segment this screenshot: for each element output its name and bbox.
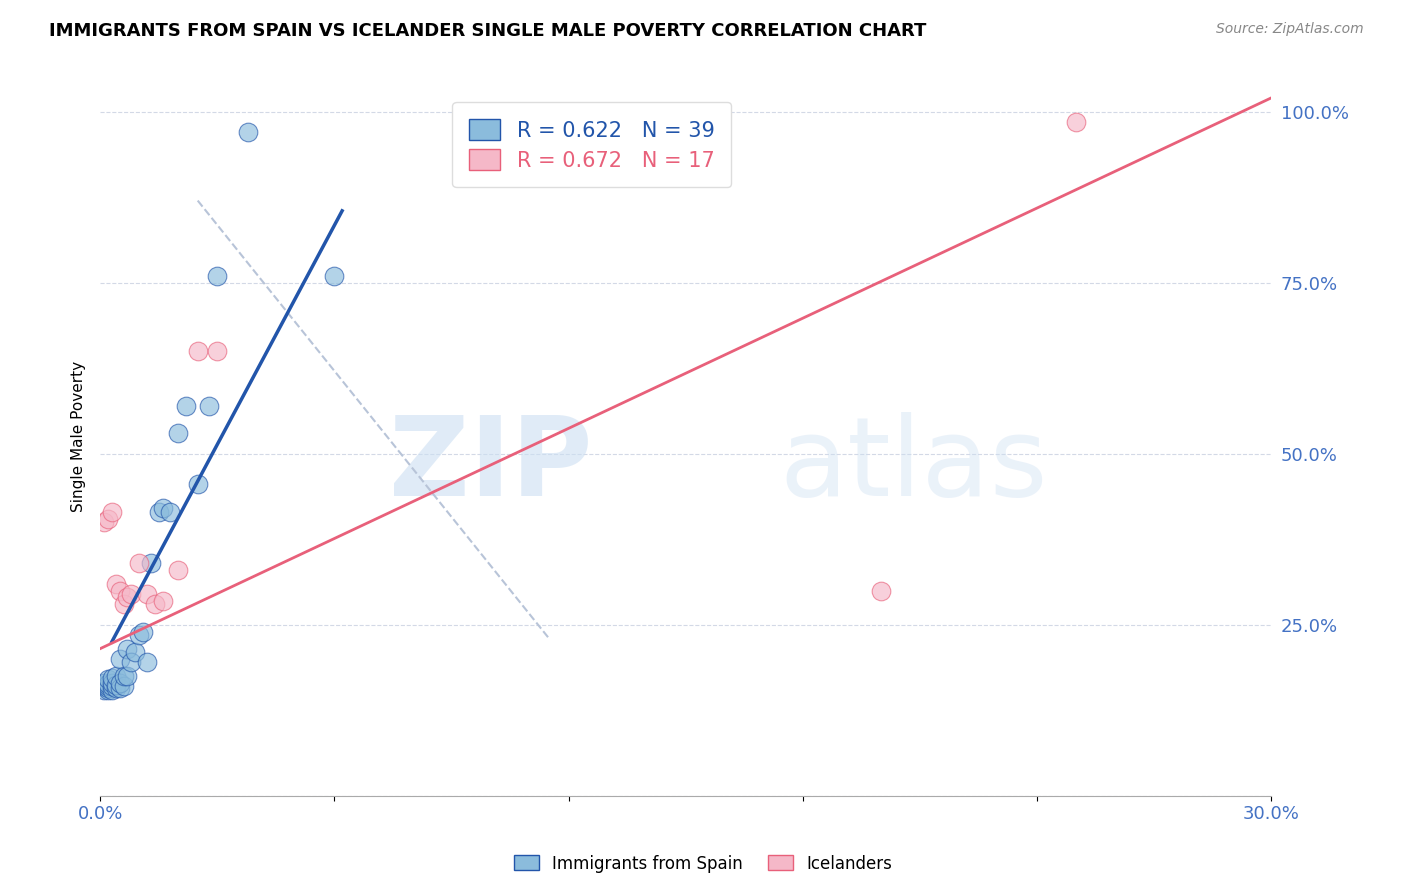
Text: ZIP: ZIP <box>388 412 592 519</box>
Point <box>93 515 115 529</box>
Point <box>97 679 120 693</box>
Point <box>1064 115 1087 129</box>
Point <box>93 682 115 697</box>
Point <box>112 597 135 611</box>
Text: atlas: atlas <box>779 412 1047 519</box>
Point <box>198 399 221 413</box>
Point <box>101 676 124 690</box>
Point <box>139 556 162 570</box>
Point <box>120 656 142 670</box>
Point <box>128 556 150 570</box>
Point <box>108 676 131 690</box>
Point <box>120 587 142 601</box>
Point <box>93 679 115 693</box>
Point <box>101 682 124 697</box>
Point <box>101 505 124 519</box>
Point <box>97 673 120 687</box>
Y-axis label: Single Male Poverty: Single Male Poverty <box>72 361 86 512</box>
Point <box>101 679 124 693</box>
Point <box>869 583 891 598</box>
Point <box>97 682 120 697</box>
Point <box>112 679 135 693</box>
Point <box>238 125 260 139</box>
Point <box>97 511 120 525</box>
Point <box>152 501 174 516</box>
Point <box>205 268 228 283</box>
Point <box>108 652 131 666</box>
Point <box>187 477 209 491</box>
Point <box>97 681 120 695</box>
Point <box>205 344 228 359</box>
Point <box>152 594 174 608</box>
Point <box>124 645 146 659</box>
Point <box>187 344 209 359</box>
Point <box>323 268 346 283</box>
Point <box>143 597 166 611</box>
Point <box>132 624 155 639</box>
Point <box>104 678 127 692</box>
Point <box>159 505 181 519</box>
Text: Source: ZipAtlas.com: Source: ZipAtlas.com <box>1216 22 1364 37</box>
Point <box>167 426 190 441</box>
Legend: R = 0.622   N = 39, R = 0.672   N = 17: R = 0.622 N = 39, R = 0.672 N = 17 <box>453 103 731 187</box>
Point <box>167 563 190 577</box>
Point <box>104 576 127 591</box>
Point <box>108 681 131 695</box>
Point <box>112 669 135 683</box>
Point <box>117 669 139 683</box>
Point <box>148 505 170 519</box>
Point <box>93 678 115 692</box>
Point <box>117 591 139 605</box>
Point <box>93 676 115 690</box>
Text: IMMIGRANTS FROM SPAIN VS ICELANDER SINGLE MALE POVERTY CORRELATION CHART: IMMIGRANTS FROM SPAIN VS ICELANDER SINGL… <box>49 22 927 40</box>
Point <box>108 583 131 598</box>
Legend: Immigrants from Spain, Icelanders: Immigrants from Spain, Icelanders <box>508 848 898 880</box>
Point <box>101 671 124 685</box>
Point <box>97 677 120 691</box>
Point <box>117 641 139 656</box>
Point <box>174 399 197 413</box>
Point <box>136 587 159 601</box>
Point <box>104 681 127 695</box>
Point <box>128 628 150 642</box>
Point <box>104 669 127 683</box>
Point <box>136 656 159 670</box>
